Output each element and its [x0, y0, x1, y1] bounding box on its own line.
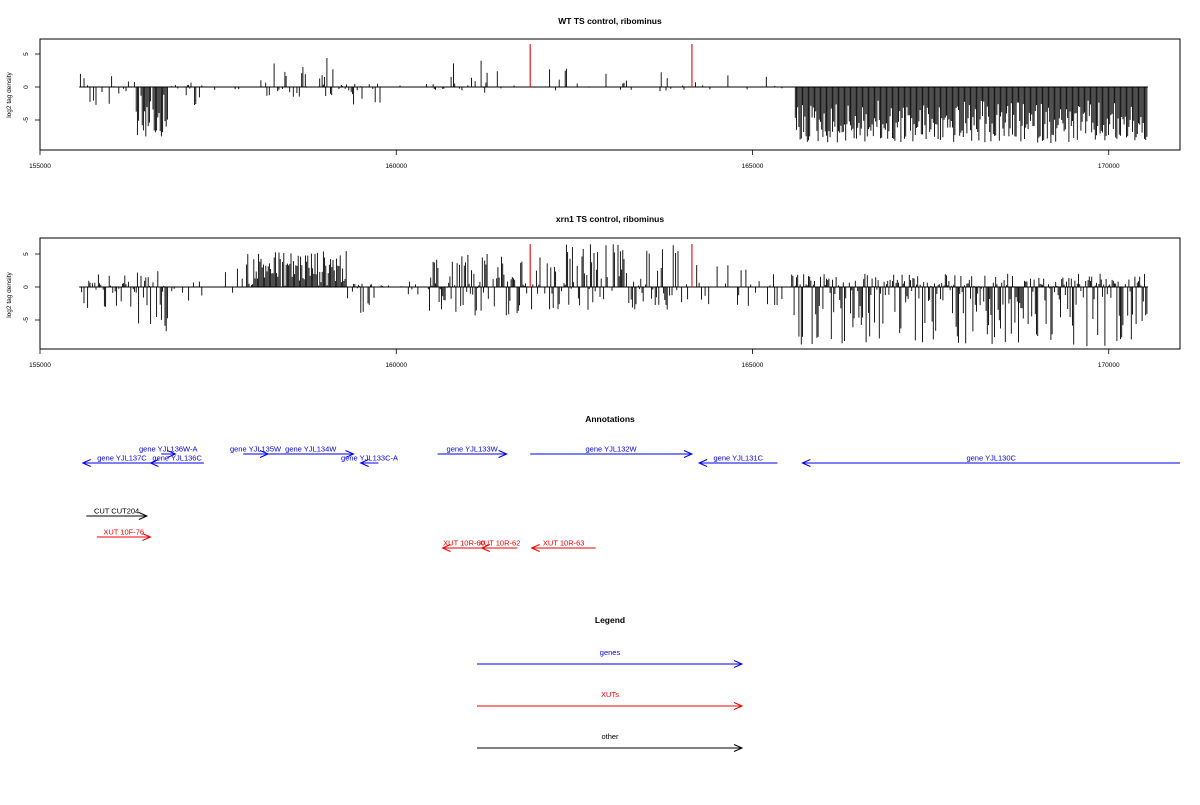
xut-label: XUT 10R-63	[543, 539, 585, 548]
legend-group: genes XUTs other	[477, 648, 744, 752]
x-tick-label: 165000	[742, 163, 764, 170]
xut-arrow-head	[530, 544, 540, 552]
gene-label: gene YJL130C	[966, 454, 1016, 463]
xut-arrow-head	[480, 544, 490, 552]
bars-group	[79, 244, 1148, 347]
legend-label: genes	[600, 648, 621, 657]
xut-label: XUT 10R-60	[443, 539, 485, 548]
plot-frame	[39, 38, 1181, 151]
x-tick-label: 160000	[385, 362, 407, 369]
axes-group: -5 0 5 155000 160000 165000 170000	[23, 252, 1120, 369]
cut-label: CUT CUT204	[94, 507, 139, 516]
gene-label: gene YJL133W	[447, 445, 499, 454]
gene-arrow-head	[149, 459, 159, 467]
legend-label: XUTs	[601, 690, 619, 699]
legend-arrowhead	[733, 702, 744, 710]
x-tick-label: 155000	[29, 362, 51, 369]
legend-label: other	[601, 732, 619, 741]
y-tick-label: -5	[23, 317, 30, 323]
plot-frame	[39, 237, 1181, 350]
legend-arrowhead	[733, 744, 744, 752]
gene-label: gene YJL133C-A	[341, 454, 398, 463]
gene-label: gene YJL132W	[585, 445, 637, 454]
axes-group: -5 0 5 155000 160000 165000 170000	[23, 52, 1120, 170]
gene-label: gene YJL136C	[152, 454, 202, 463]
xut-arrow-head	[441, 544, 451, 552]
x-tick-label: 160000	[385, 163, 407, 170]
gene-arrow-head	[359, 459, 369, 467]
x-tick-label: 170000	[1098, 362, 1120, 369]
y-tick-label: -5	[23, 117, 30, 123]
xut-label: XUT 10R-62	[479, 539, 521, 548]
gene-arrow-head	[697, 459, 708, 467]
x-tick-label: 170000	[1098, 163, 1120, 170]
y-tick-label: 0	[23, 85, 30, 89]
gene-label: gene YJL136W-A	[139, 445, 198, 454]
gene-label: gene YJL131C	[714, 454, 764, 463]
y-axis-label: log2 tag density	[6, 71, 13, 117]
gene-arrow-head	[81, 459, 91, 467]
y-tick-label: 0	[23, 285, 30, 289]
xut-label: XUT 10F-76	[103, 528, 144, 537]
gene-arrow-head	[683, 450, 694, 458]
legend-arrowhead	[733, 660, 744, 668]
y-axis-label: log2 tag density	[6, 271, 13, 317]
panel-title: xrn1 TS control, ribominus	[556, 214, 664, 224]
panel-title: WT TS control, ribominus	[558, 16, 662, 26]
gene-arrow-head	[167, 450, 177, 458]
gene-label: gene YJL137C	[97, 454, 147, 463]
cut-arrow-head	[138, 512, 149, 520]
gene-arrow-head	[345, 450, 355, 458]
gene-label: gene YJL135W	[230, 445, 282, 454]
gene-label: gene YJL134W	[285, 445, 337, 454]
legend-title: Legend	[595, 615, 625, 625]
gene-arrow-head	[801, 459, 811, 467]
x-tick-label: 155000	[29, 163, 51, 170]
bars-group	[79, 44, 1148, 143]
x-tick-label: 165000	[742, 362, 764, 369]
xut-arrow-head	[142, 533, 152, 541]
y-tick-label: 5	[23, 252, 30, 256]
y-tick-label: 5	[23, 52, 30, 56]
annotations-title: Annotations	[585, 414, 635, 424]
gene-arrow-head	[498, 450, 508, 458]
